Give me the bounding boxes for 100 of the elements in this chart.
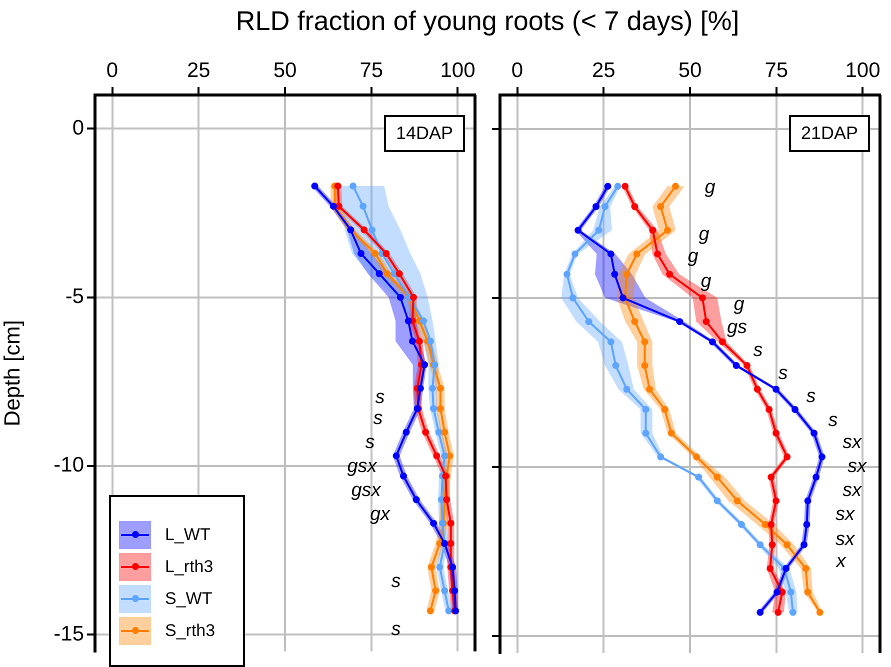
point xyxy=(585,318,592,326)
annotation: gsx xyxy=(351,480,381,501)
point xyxy=(772,430,780,437)
point xyxy=(768,541,776,548)
point xyxy=(646,386,654,393)
point xyxy=(768,474,775,481)
annotation: g xyxy=(688,246,698,267)
point xyxy=(732,362,740,370)
text: 14DAP xyxy=(384,115,465,152)
point xyxy=(607,338,614,346)
annotation: s xyxy=(365,432,375,453)
annotation: s xyxy=(778,363,788,384)
x-tick-label: 75 xyxy=(764,59,788,82)
annotation: s xyxy=(828,410,838,431)
point xyxy=(784,541,791,548)
x-tick-label: 50 xyxy=(273,59,297,82)
annotation: gsx xyxy=(347,456,377,477)
point xyxy=(804,588,812,596)
annotation: g xyxy=(698,224,710,245)
annotation: s xyxy=(375,387,385,408)
x-tick-label: 100 xyxy=(440,59,476,82)
point xyxy=(672,182,679,190)
x-tick-label: 0 xyxy=(511,59,524,82)
point xyxy=(772,386,780,393)
point xyxy=(718,338,726,346)
point xyxy=(619,294,626,302)
point xyxy=(792,406,799,414)
point xyxy=(774,588,781,596)
point xyxy=(612,362,620,370)
point xyxy=(664,226,672,234)
annotation: s xyxy=(373,408,383,429)
point xyxy=(623,270,630,278)
point xyxy=(631,203,638,210)
point xyxy=(668,430,675,437)
x-tick-label: 25 xyxy=(186,59,210,82)
point xyxy=(789,608,796,616)
point xyxy=(661,406,668,414)
point xyxy=(571,250,578,258)
annotation: s xyxy=(391,571,401,592)
legend-label: L_WT xyxy=(165,525,210,545)
annotation: gx xyxy=(370,504,390,525)
point xyxy=(633,250,640,258)
point xyxy=(666,270,674,278)
point xyxy=(657,203,664,210)
point xyxy=(604,182,612,190)
point xyxy=(818,453,826,460)
point xyxy=(714,474,721,481)
legend-label: L_rth3 xyxy=(165,557,214,577)
point xyxy=(756,608,764,616)
annotation: s xyxy=(391,619,401,640)
point xyxy=(642,406,650,414)
point xyxy=(698,294,706,302)
text: 21DAP xyxy=(788,115,870,152)
x-axis-title: RLD fraction of young roots (< 7 days) [%] xyxy=(234,6,740,37)
y-tick-label: -15 xyxy=(54,622,84,646)
point xyxy=(772,497,780,504)
point xyxy=(602,203,609,210)
annotation: sx xyxy=(836,504,854,525)
y-tick-label: -5 xyxy=(65,285,84,308)
annotation: sx xyxy=(842,432,862,453)
point xyxy=(812,474,820,481)
annotation: g xyxy=(734,294,744,315)
point xyxy=(595,226,602,234)
point xyxy=(738,520,745,528)
point xyxy=(803,520,810,528)
x-tick-label: 0 xyxy=(106,59,118,82)
point xyxy=(774,608,782,616)
point xyxy=(802,564,810,572)
point xyxy=(623,386,630,393)
point xyxy=(708,338,716,346)
point xyxy=(654,250,662,258)
point xyxy=(784,453,791,460)
point xyxy=(804,497,812,504)
point xyxy=(734,497,741,504)
point xyxy=(676,318,684,326)
annotation: s xyxy=(806,386,816,407)
x-tick-label: 100 xyxy=(845,59,880,82)
point xyxy=(564,270,571,278)
point xyxy=(766,564,774,572)
annotation: sx xyxy=(848,456,866,477)
legend-label: S_WT xyxy=(165,589,212,609)
point xyxy=(614,182,622,190)
x-tick-label: 50 xyxy=(678,59,702,82)
annotation: x xyxy=(836,551,846,572)
point xyxy=(714,497,721,504)
point xyxy=(641,338,648,346)
point xyxy=(754,386,761,393)
y-tick-label: -10 xyxy=(54,454,84,477)
point xyxy=(649,226,656,234)
point xyxy=(756,541,764,548)
point xyxy=(631,318,638,326)
point xyxy=(816,608,824,616)
annotation: g xyxy=(704,177,716,198)
point xyxy=(702,318,710,326)
x-tick-label: 75 xyxy=(360,59,384,82)
point xyxy=(768,520,775,528)
annotation: gs xyxy=(726,317,748,338)
point xyxy=(810,430,818,437)
point xyxy=(642,430,650,437)
y-axis-title: Depth [cm] xyxy=(0,320,24,426)
